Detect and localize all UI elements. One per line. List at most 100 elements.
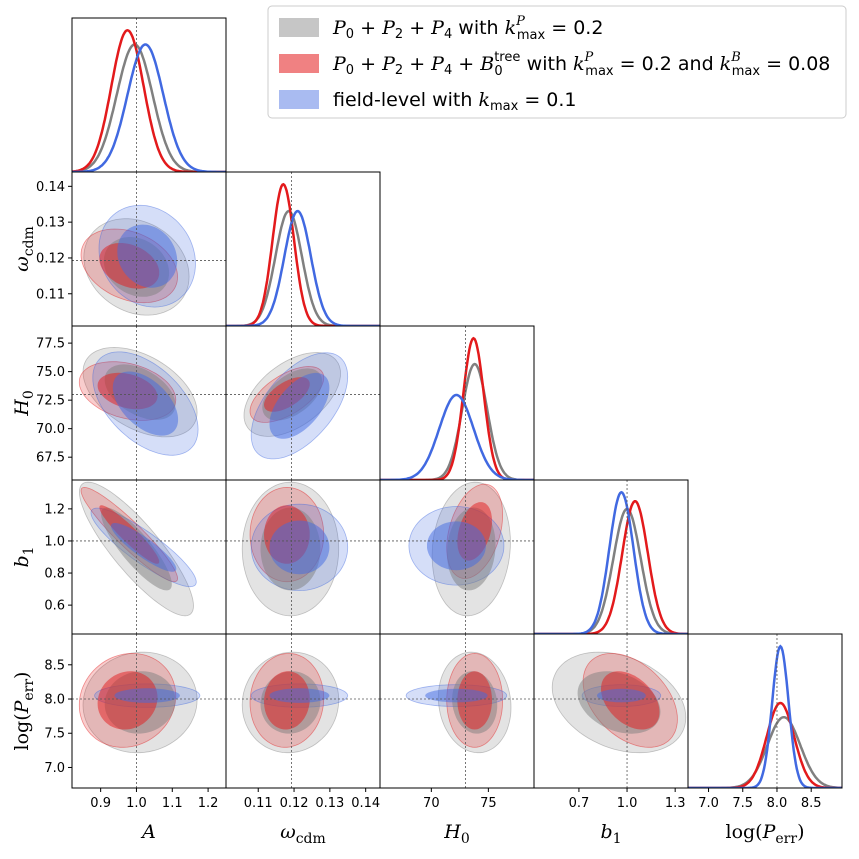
panel-A-H0: 67.5 70.0 72.5 75.0 77.5 H0 [11, 325, 227, 481]
x-tick-label: 1.0 [126, 796, 147, 811]
contour-1sigma [427, 521, 486, 571]
panel-frame [379, 325, 535, 481]
y-tick-label: 0.11 [36, 287, 65, 302]
x-tick-logPerr: 8.0 [767, 788, 788, 811]
x-tick-label: 0.14 [351, 796, 380, 811]
x-tick-label: 75 [480, 796, 497, 811]
contour-1sigma [597, 688, 646, 703]
y-axis-label-H0: H0 [11, 390, 37, 417]
legend-entry-red: P0 + P2 + P4 + Btree 0 with kP max = 0.2 a… [332, 50, 830, 79]
x-tick-label: 8.5 [801, 796, 822, 811]
x-tick-omega_cdm: 0.12 [280, 788, 309, 811]
y-tick-omega_cdm: 0.12 [36, 251, 72, 266]
panel-A-A [71, 17, 227, 173]
y-tick-H0: 70.0 [36, 422, 72, 437]
y-tick-label: 72.5 [36, 394, 65, 409]
x-tick-label: 0.7 [569, 796, 590, 811]
marginal-curve-logPerr [688, 644, 842, 788]
contour-1sigma [269, 520, 330, 575]
x-tick-label: 0.11 [244, 796, 273, 811]
y-tick-label: 1.0 [44, 534, 65, 549]
y-tick-label: 67.5 [36, 451, 65, 466]
x-tick-label: 0.13 [315, 796, 344, 811]
y-tick-label: 0.8 [44, 567, 65, 582]
y-tick-omega_cdm: 0.11 [36, 287, 72, 302]
legend-frame [267, 5, 847, 119]
y-axis-label-b1: b1 [11, 546, 37, 567]
y-tick-H0: 72.5 [36, 394, 72, 409]
panel-omega_cdm-omega_cdm [225, 171, 381, 327]
x-tick-label: 7.5 [732, 796, 753, 811]
legend: P0 + P2 + P4 with kP max = 0.2 P0 + P2 + … [267, 5, 847, 119]
x-tick-b1: 1.3 [665, 788, 686, 811]
x-tick-label: 8.0 [767, 796, 788, 811]
y-tick-H0: 67.5 [36, 451, 72, 466]
marginal-curve-logPerr [688, 701, 842, 788]
panel-omega_cdm-b1 [225, 479, 381, 635]
x-axis-label-logPerr: log(Perr) [726, 821, 805, 847]
y-tick-H0: 77.5 [36, 337, 72, 352]
x-tick-omega_cdm: 0.14 [351, 788, 380, 811]
x-tick-A: 1.1 [162, 788, 183, 811]
panel-H0-b1 [379, 479, 535, 635]
x-tick-A: 1.2 [198, 788, 218, 811]
x-tick-label: 70 [423, 796, 440, 811]
x-axis-label-H0: H0 [443, 821, 470, 847]
legend-entry-gray: P0 + P2 + P4 with kP max = 0.2 [332, 14, 603, 43]
contour-1sigma [269, 372, 330, 439]
x-tick-A: 1.0 [126, 788, 147, 811]
marginal-curve-b1 [534, 507, 688, 634]
marginal-curve-omega_cdm [226, 209, 380, 326]
panel-A-b1: 0.6 0.8 1.0 1.2 b1 [11, 479, 227, 635]
marginal-curve-A [72, 28, 226, 172]
y-tick-label: 70.0 [36, 422, 65, 437]
marginal-curve-logPerr [688, 715, 842, 788]
contour-1sigma [111, 523, 177, 572]
legend-entry-blue: field-level with kmax = 0.1 [333, 89, 577, 114]
panel-A-logPerr: 0.9 1.0 1.1 1.2 A 7.0 7.5 8.0 8.5 log(Perr) [11, 633, 227, 843]
y-axis-label-logPerr: log(Perr) [11, 672, 37, 751]
x-tick-label: 1.3 [665, 796, 686, 811]
y-tick-logPerr: 7.0 [44, 761, 72, 776]
y-tick-logPerr: 8.0 [44, 693, 72, 708]
y-axis-label-omega_cdm: ωcdm [11, 226, 37, 272]
panel-H0-H0 [379, 325, 535, 481]
marginal-curve-omega_cdm [226, 182, 380, 326]
legend-swatch-red [279, 54, 319, 73]
x-tick-H0: 75 [480, 788, 497, 811]
panel-logPerr-logPerr: 7.0 7.5 8.0 8.5 log(Perr) [687, 633, 843, 847]
x-tick-logPerr: 8.5 [801, 788, 822, 811]
marginal-curve-A [72, 43, 226, 172]
marginal-curve-b1 [534, 500, 688, 634]
y-tick-label: 7.0 [44, 761, 65, 776]
x-tick-logPerr: 7.0 [698, 788, 719, 811]
x-tick-A: 0.9 [90, 788, 111, 811]
y-tick-b1: 1.2 [44, 502, 72, 517]
y-tick-label: 0.12 [36, 251, 65, 266]
x-axis-label-A: A [140, 821, 156, 843]
y-tick-b1: 1.0 [44, 534, 72, 549]
y-tick-label: 8.0 [44, 693, 65, 708]
marginal-curve-H0 [380, 393, 534, 480]
x-tick-H0: 70 [423, 788, 440, 811]
x-tick-label: 1.0 [617, 796, 638, 811]
y-tick-label: 77.5 [36, 337, 65, 352]
legend-swatch-blue [279, 90, 319, 109]
y-tick-label: 1.2 [44, 502, 65, 517]
y-tick-label: 0.14 [36, 180, 65, 195]
panel-frame [71, 17, 227, 173]
panel-A-omega_cdm: 0.11 0.12 0.13 0.14 ωcdm [11, 171, 227, 327]
panel-H0-logPerr: 70 75 H0 [379, 633, 535, 847]
y-tick-label: 7.5 [44, 727, 65, 742]
panel-omega_cdm-H0 [225, 325, 381, 481]
x-tick-omega_cdm: 0.11 [244, 788, 273, 811]
y-tick-logPerr: 8.5 [44, 658, 72, 673]
y-tick-omega_cdm: 0.14 [36, 180, 72, 195]
legend-swatch-gray [279, 18, 319, 37]
panel-frame [687, 633, 843, 789]
contour-1sigma [114, 688, 180, 703]
x-tick-b1: 0.7 [569, 788, 590, 811]
contour-1sigma [269, 688, 330, 703]
y-tick-label: 0.13 [36, 216, 65, 231]
